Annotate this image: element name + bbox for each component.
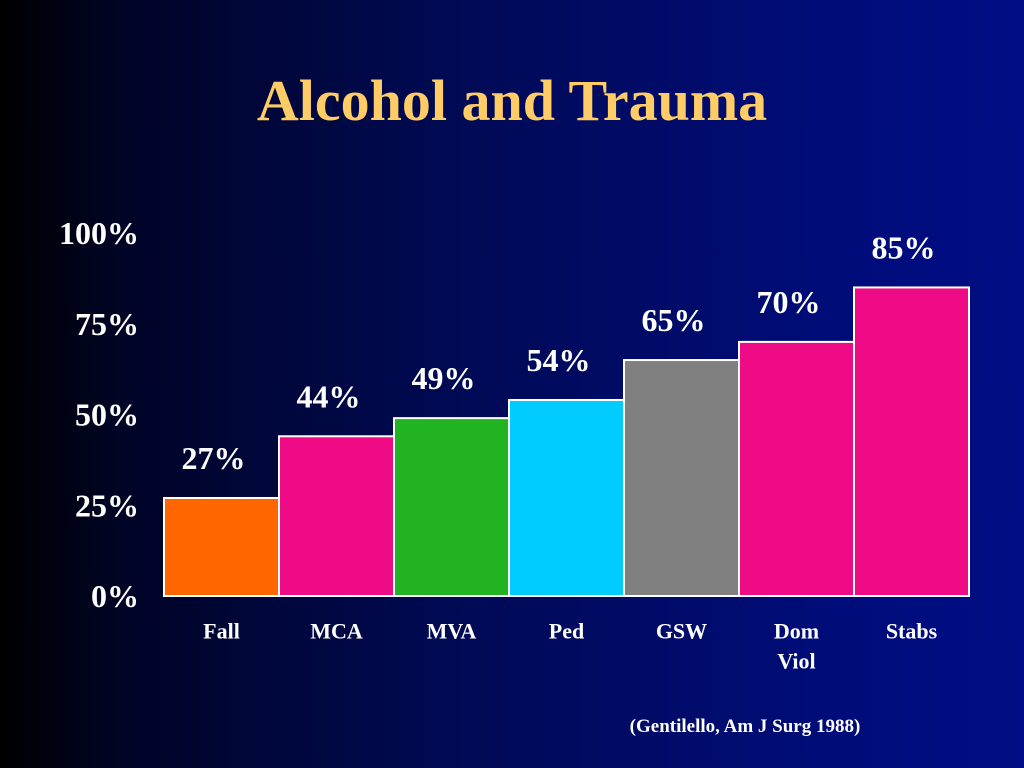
category-label: Dom xyxy=(774,619,819,644)
value-labels-group: 27% 44% 49% 54% 65% 70% 85% xyxy=(182,229,936,476)
bar-dom-viol xyxy=(738,340,855,597)
bar-fall xyxy=(163,496,280,597)
category-label: Viol xyxy=(777,649,815,674)
category-label: Fall xyxy=(203,619,240,644)
value-label: 85% xyxy=(872,229,936,265)
y-tick-label: 100% xyxy=(59,215,139,251)
category-label: Ped xyxy=(549,619,584,644)
x-axis-category-labels: Fall MCA MVA Ped GSW Dom Viol Stabs xyxy=(203,619,937,674)
y-tick-label: 0% xyxy=(91,578,139,614)
y-axis-tick-labels: 0% 25% 50% 75% 100% xyxy=(59,215,139,614)
y-tick-label: 75% xyxy=(75,306,139,342)
value-label: 70% xyxy=(757,284,821,320)
category-label: Stabs xyxy=(886,619,938,644)
bar-ped xyxy=(508,398,625,598)
slide-title: Alcohol and Trauma xyxy=(256,68,768,133)
citation-text: (Gentilello, Am J Surg 1988) xyxy=(629,716,861,737)
value-label: 54% xyxy=(527,342,591,378)
bar-gsw xyxy=(623,359,740,597)
value-label: 65% xyxy=(642,302,706,338)
category-label: MVA xyxy=(427,619,477,644)
value-label: 49% xyxy=(412,360,476,396)
y-tick-label: 50% xyxy=(75,397,139,433)
bar-mva xyxy=(393,417,510,597)
bar-mca xyxy=(278,435,395,597)
value-label: 44% xyxy=(297,378,361,414)
bar-stabs xyxy=(853,286,970,597)
value-label: 27% xyxy=(182,440,246,476)
category-label: GSW xyxy=(656,619,707,644)
bars-group xyxy=(163,286,970,598)
y-tick-label: 25% xyxy=(75,487,139,523)
category-label: MCA xyxy=(310,619,363,644)
